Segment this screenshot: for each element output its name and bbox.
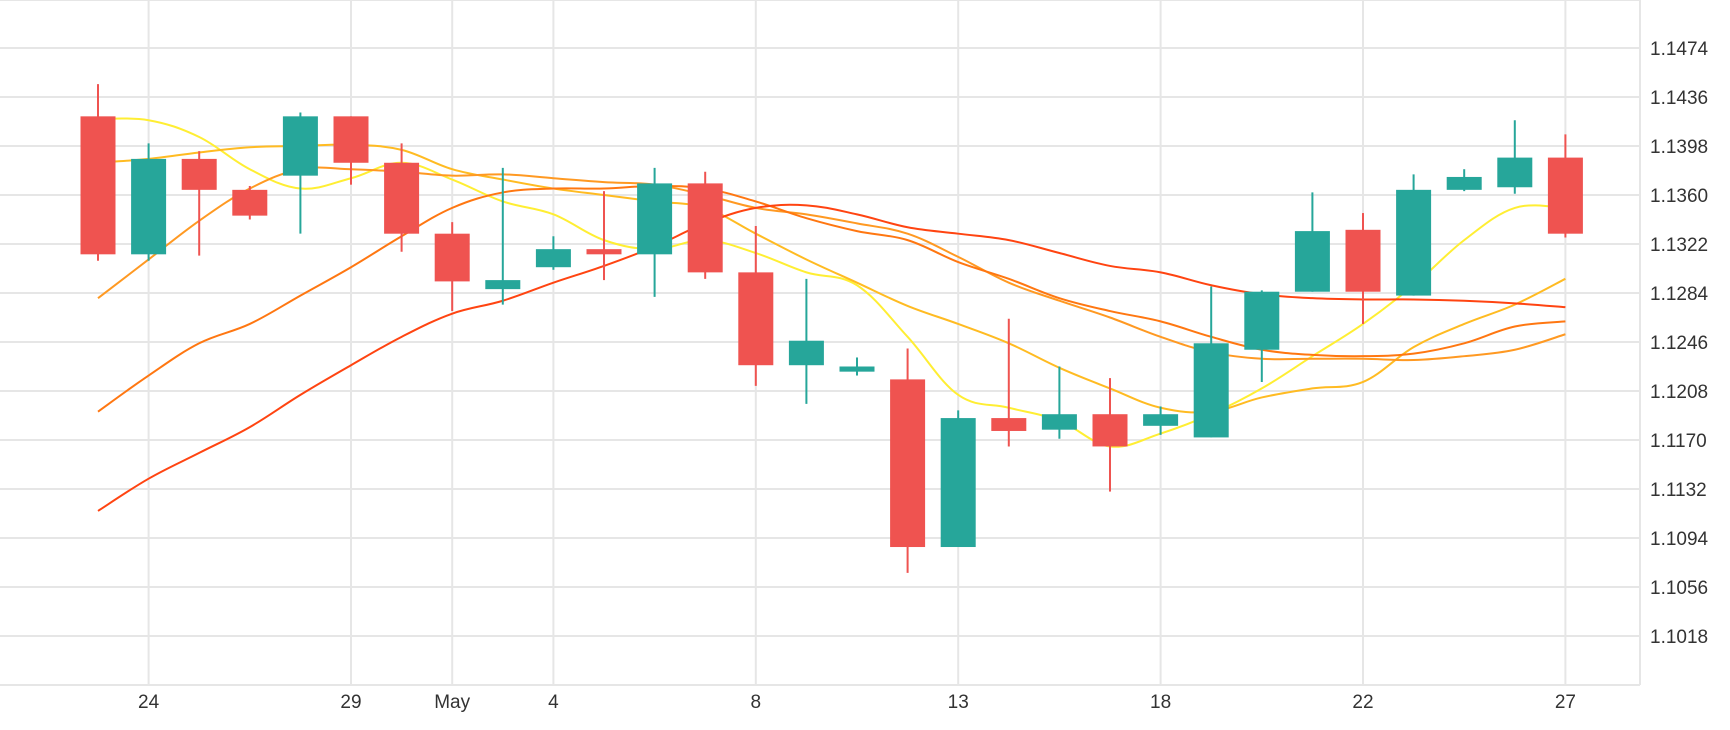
candle[interactable] xyxy=(232,185,268,220)
y-tick-label: 1.1322 xyxy=(1650,235,1708,256)
y-tick-label: 1.1208 xyxy=(1650,382,1708,403)
candle-body-up xyxy=(1446,176,1482,190)
candle-body-down xyxy=(1345,229,1381,292)
candle-body-up xyxy=(788,340,824,366)
candle-body-up xyxy=(940,418,976,548)
candle[interactable] xyxy=(1143,406,1179,435)
y-tick-label: 1.1094 xyxy=(1650,529,1709,550)
moving-average-line-3 xyxy=(97,166,1566,362)
candle-body-up xyxy=(535,249,571,268)
moving-average-lines xyxy=(97,117,1566,512)
candle-body-up xyxy=(282,116,318,176)
candle-body-down xyxy=(333,116,369,163)
candle[interactable] xyxy=(131,143,167,261)
x-tick-label: 27 xyxy=(1555,692,1576,713)
y-tick-label: 1.1436 xyxy=(1650,88,1708,109)
candle-body-down xyxy=(1547,157,1583,234)
candle[interactable] xyxy=(434,222,470,312)
candle[interactable] xyxy=(1345,213,1381,324)
x-tick-label: 4 xyxy=(548,692,559,713)
y-tick-label: 1.1132 xyxy=(1650,480,1707,501)
candle-body-up xyxy=(1396,189,1432,296)
x-tick-label: 29 xyxy=(340,692,361,713)
candle[interactable] xyxy=(535,236,571,270)
candle-body-up xyxy=(1041,414,1077,430)
y-tick-label: 1.1284 xyxy=(1650,284,1709,305)
x-tick-label: 8 xyxy=(751,692,762,713)
x-tick-label: 24 xyxy=(138,692,160,713)
candle[interactable] xyxy=(890,348,926,573)
candle[interactable] xyxy=(991,318,1027,447)
y-axis: 1.1474 1.1436 1.1398 1.1360 1.1322 1.1284 1.12… xyxy=(1650,39,1709,648)
candle-body-down xyxy=(890,379,926,548)
candle[interactable] xyxy=(181,151,217,256)
candle-body-up xyxy=(637,183,673,255)
candle[interactable] xyxy=(1294,192,1330,292)
candle[interactable] xyxy=(788,278,824,404)
candle-body-down xyxy=(687,183,723,273)
moving-average-line-2 xyxy=(97,143,1566,414)
candle[interactable] xyxy=(940,410,976,548)
candle-body-down xyxy=(181,158,217,190)
candle[interactable] xyxy=(1041,366,1077,439)
candle-body-up xyxy=(1497,157,1533,188)
candle-body-up xyxy=(1294,231,1330,292)
x-axis: 24 29 May 4 8 13 18 22 27 xyxy=(138,692,1576,713)
candle[interactable] xyxy=(738,225,774,386)
candle[interactable] xyxy=(1547,134,1583,238)
moving-average-line-1 xyxy=(97,117,1566,448)
candle-body-down xyxy=(232,189,268,216)
candle-body-down xyxy=(80,116,116,255)
candle[interactable] xyxy=(282,112,318,234)
moving-average-line-5 xyxy=(97,203,1566,512)
candle-body-down xyxy=(1092,414,1128,447)
candle-body-up xyxy=(131,158,167,255)
candle[interactable] xyxy=(1244,290,1280,382)
candle-body-up xyxy=(1244,291,1280,350)
candle-body-up xyxy=(485,280,521,290)
candles xyxy=(80,84,1583,573)
candle[interactable] xyxy=(1446,169,1482,192)
candle[interactable] xyxy=(1193,286,1229,438)
y-tick-label: 1.1056 xyxy=(1650,578,1708,599)
candle-body-up xyxy=(1193,343,1229,438)
y-tick-label: 1.1474 xyxy=(1650,39,1709,60)
candle[interactable] xyxy=(1396,174,1432,296)
candle[interactable] xyxy=(1497,120,1533,194)
candle-body-up xyxy=(1143,414,1179,426)
y-tick-label: 1.1018 xyxy=(1650,627,1708,648)
candle[interactable] xyxy=(485,167,521,305)
x-tick-label: 13 xyxy=(948,692,969,713)
candle-body-down xyxy=(434,233,470,282)
candle-body-down xyxy=(738,272,774,366)
candle[interactable] xyxy=(687,171,723,279)
x-tick-label: 22 xyxy=(1352,692,1373,713)
candle[interactable] xyxy=(80,84,116,261)
candle[interactable] xyxy=(586,191,622,281)
x-tick-label: 18 xyxy=(1150,692,1171,713)
candle[interactable] xyxy=(839,357,875,376)
candle-body-down xyxy=(384,162,420,234)
candle-body-up xyxy=(839,366,875,372)
y-tick-label: 1.1360 xyxy=(1650,186,1708,207)
moving-average-line-4 xyxy=(97,184,1566,413)
candle-body-down xyxy=(586,249,622,255)
x-tick-label: May xyxy=(434,692,470,713)
candle[interactable] xyxy=(1092,378,1128,492)
candle[interactable] xyxy=(637,167,673,297)
y-tick-label: 1.1170 xyxy=(1650,431,1707,452)
candle-body-down xyxy=(991,418,1027,431)
y-tick-label: 1.1246 xyxy=(1650,333,1708,354)
y-tick-label: 1.1398 xyxy=(1650,137,1708,158)
candle[interactable] xyxy=(333,116,369,185)
candle[interactable] xyxy=(384,143,420,252)
